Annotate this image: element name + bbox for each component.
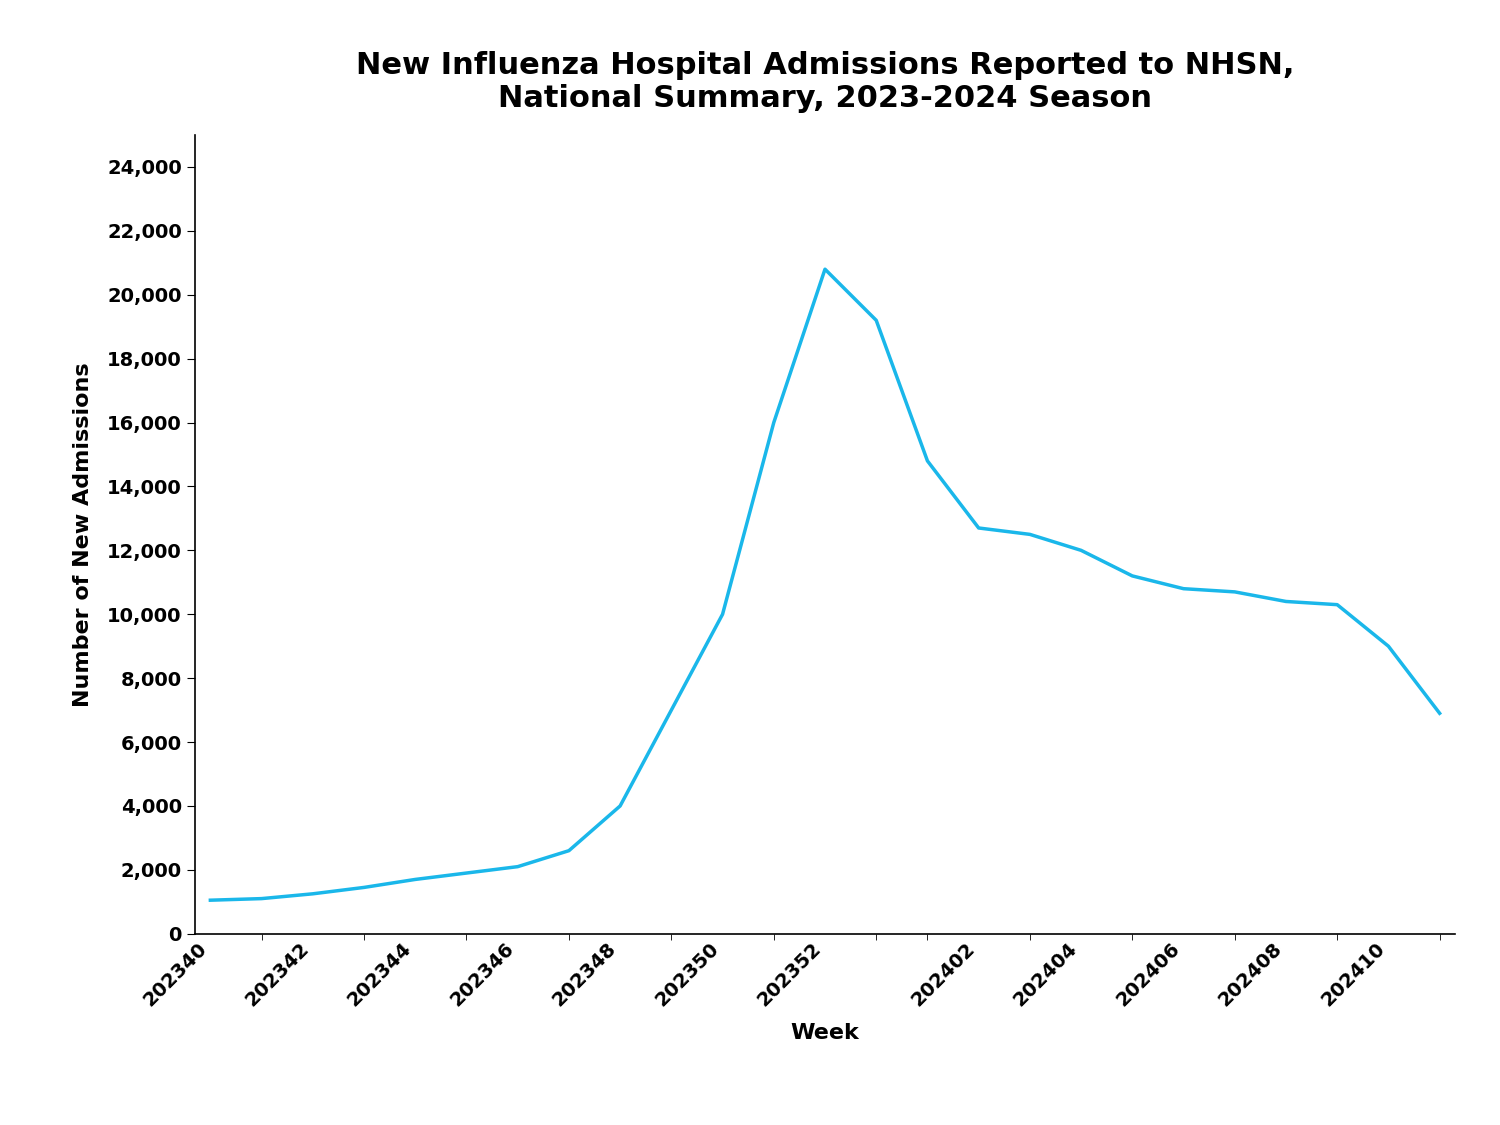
Title: New Influenza Hospital Admissions Reported to NHSN,
National Summary, 2023-2024 : New Influenza Hospital Admissions Report…: [356, 51, 1294, 114]
Y-axis label: Number of New Admissions: Number of New Admissions: [74, 362, 93, 706]
X-axis label: Week: Week: [790, 1024, 859, 1044]
